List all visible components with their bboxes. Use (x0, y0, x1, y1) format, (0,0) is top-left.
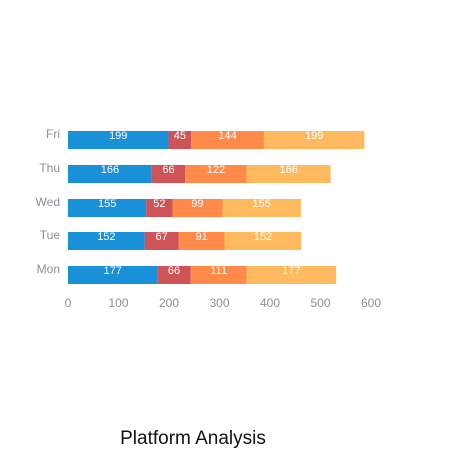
category-label-tue: Tue (40, 228, 61, 242)
bar-wed-segment-3 (172, 199, 223, 217)
category-label-thu: Thu (39, 161, 60, 175)
category-labels: Mon Tue Wed Thu Fri (36, 127, 61, 276)
bar-fri-segment-2 (168, 131, 192, 149)
bar-tue-segment-3 (178, 232, 225, 250)
data-label-fri-segment-1: 199 (109, 130, 127, 142)
x-tick-label-600: 600 (361, 296, 381, 310)
bar-thu-segment-3 (185, 165, 247, 183)
data-label-wed-segment-3: 99 (191, 198, 203, 210)
category-label-mon: Mon (37, 262, 60, 276)
bar-fri-segment-4 (263, 131, 365, 149)
bar-thu-segment-4 (246, 165, 331, 183)
bar-thu-segment-2 (151, 165, 186, 183)
bar-wed-segment-1 (68, 199, 147, 217)
data-label-thu-segment-3: 122 (207, 164, 225, 176)
x-tick-label-300: 300 (209, 296, 229, 310)
x-axis-tick-labels: 0 100 200 300 400 500 600 (65, 296, 382, 310)
bar-mon-segment-3 (190, 266, 247, 284)
data-label-mon-segment-4: 177 (282, 265, 300, 277)
x-tick-label-0: 0 (65, 296, 72, 310)
data-label-mon-segment-1: 177 (104, 265, 122, 277)
data-label-fri-segment-4: 199 (305, 130, 323, 142)
category-label-fri: Fri (46, 127, 60, 141)
bars-group: 177 66 111 177 152 67 91 152 155 52 99 155 166 66 122 1… (68, 130, 365, 284)
data-label-fri-segment-2: 45 (174, 130, 186, 142)
category-label-wed: Wed (36, 195, 60, 209)
x-tick-label-400: 400 (260, 296, 280, 310)
data-label-tue-segment-1: 152 (97, 231, 115, 243)
bar-tue-segment-2 (144, 232, 179, 250)
x-tick-label-500: 500 (310, 296, 330, 310)
data-label-wed-segment-1: 155 (98, 198, 116, 210)
x-tick-label-200: 200 (159, 296, 179, 310)
bar-fri-segment-3 (191, 131, 264, 149)
data-label-thu-segment-1: 166 (101, 164, 119, 176)
bar-tue-segment-4 (224, 232, 302, 250)
data-label-mon-segment-2: 66 (168, 265, 180, 277)
data-label-wed-segment-4: 155 (252, 198, 270, 210)
data-label-thu-segment-4: 166 (280, 164, 298, 176)
data-label-wed-segment-2: 52 (153, 198, 165, 210)
bar-wed-segment-2 (146, 199, 173, 217)
data-label-mon-segment-3: 111 (210, 265, 227, 277)
bar-mon-segment-4 (246, 266, 337, 284)
bar-fri-segment-1 (68, 131, 169, 149)
bar-mon-segment-2 (157, 266, 191, 284)
x-tick-label-100: 100 (108, 296, 128, 310)
data-label-tue-segment-3: 91 (195, 231, 207, 243)
data-label-thu-segment-2: 66 (162, 164, 174, 176)
chart-title: Platform Analysis (120, 428, 266, 449)
data-label-tue-segment-2: 67 (156, 231, 168, 243)
bar-thu-segment-1 (68, 165, 152, 183)
data-label-fri-segment-3: 144 (218, 130, 236, 142)
bar-wed-segment-4 (222, 199, 301, 217)
bar-tue-segment-1 (68, 232, 145, 250)
data-label-tue-segment-4: 152 (254, 231, 272, 243)
bar-mon-segment-1 (68, 266, 158, 284)
